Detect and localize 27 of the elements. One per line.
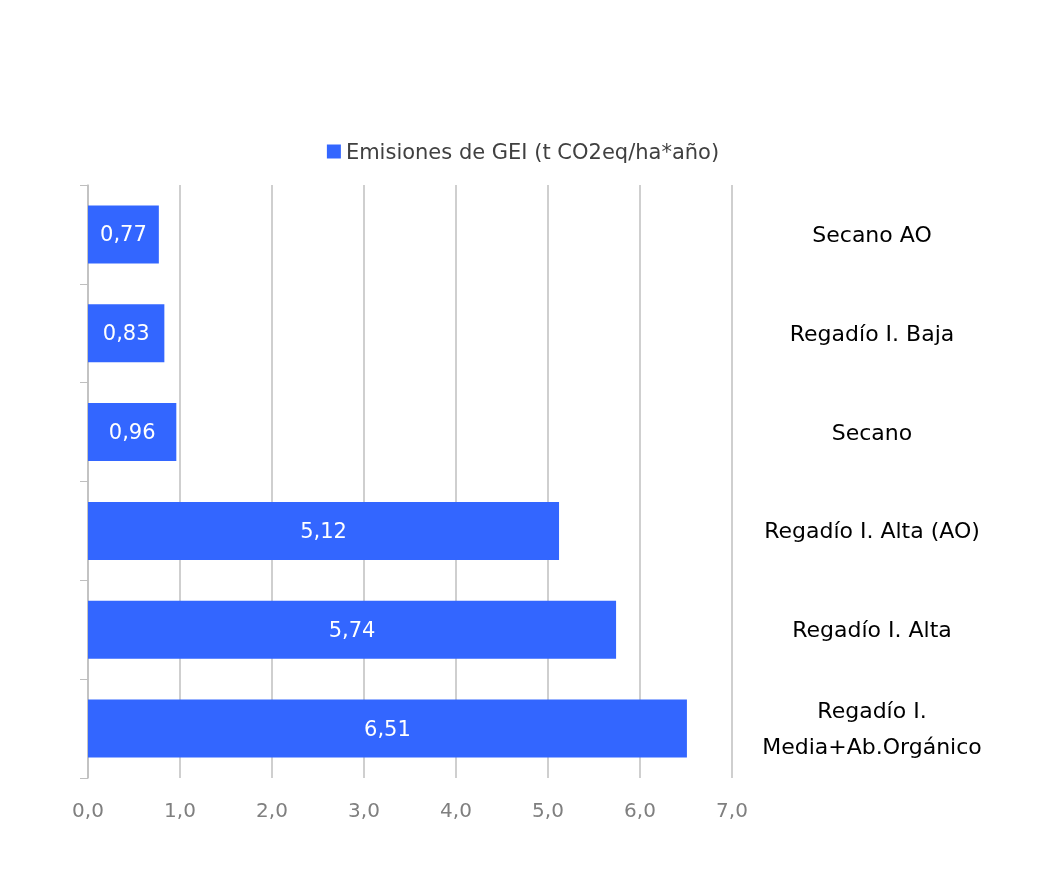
- data-label: 6,51: [364, 716, 411, 741]
- bar: [88, 304, 165, 363]
- data-label: 0,77: [100, 222, 147, 247]
- x-tick-label: 3,0: [348, 798, 380, 822]
- bar: [88, 600, 617, 659]
- y-tick-label: Regadío I. Alta (AO): [764, 518, 980, 544]
- bar: [88, 403, 177, 462]
- x-tick-label: 7,0: [716, 798, 748, 822]
- data-label: 5,74: [328, 617, 376, 642]
- y-tick-label: Regadío I. Alta: [792, 617, 952, 643]
- y-tick-label: Regadío I. Baja: [789, 320, 955, 346]
- x-tick-label: 6,0: [624, 798, 656, 822]
- bar: [88, 501, 560, 560]
- x-tick-label: 1,0: [164, 798, 196, 822]
- bar: [88, 205, 159, 264]
- data-label: 0,96: [108, 420, 156, 445]
- data-label: 0,83: [102, 321, 150, 346]
- x-tick-label: 4,0: [440, 798, 472, 822]
- x-tick-label: 5,0: [532, 798, 564, 822]
- y-tick-label: Secano: [831, 419, 913, 445]
- legend-label: Emisiones de GEI (t CO2eq/ha*año): [345, 139, 720, 164]
- y-tick-label: Regadío I. Media+Ab.Orgánico: [762, 698, 982, 760]
- data-label: 5,12: [300, 518, 347, 543]
- x-tick-label: 2,0: [256, 798, 288, 822]
- bar: [88, 699, 687, 758]
- x-tick-label: 0,0: [72, 798, 104, 822]
- y-tick-label: Secano AO: [812, 221, 932, 247]
